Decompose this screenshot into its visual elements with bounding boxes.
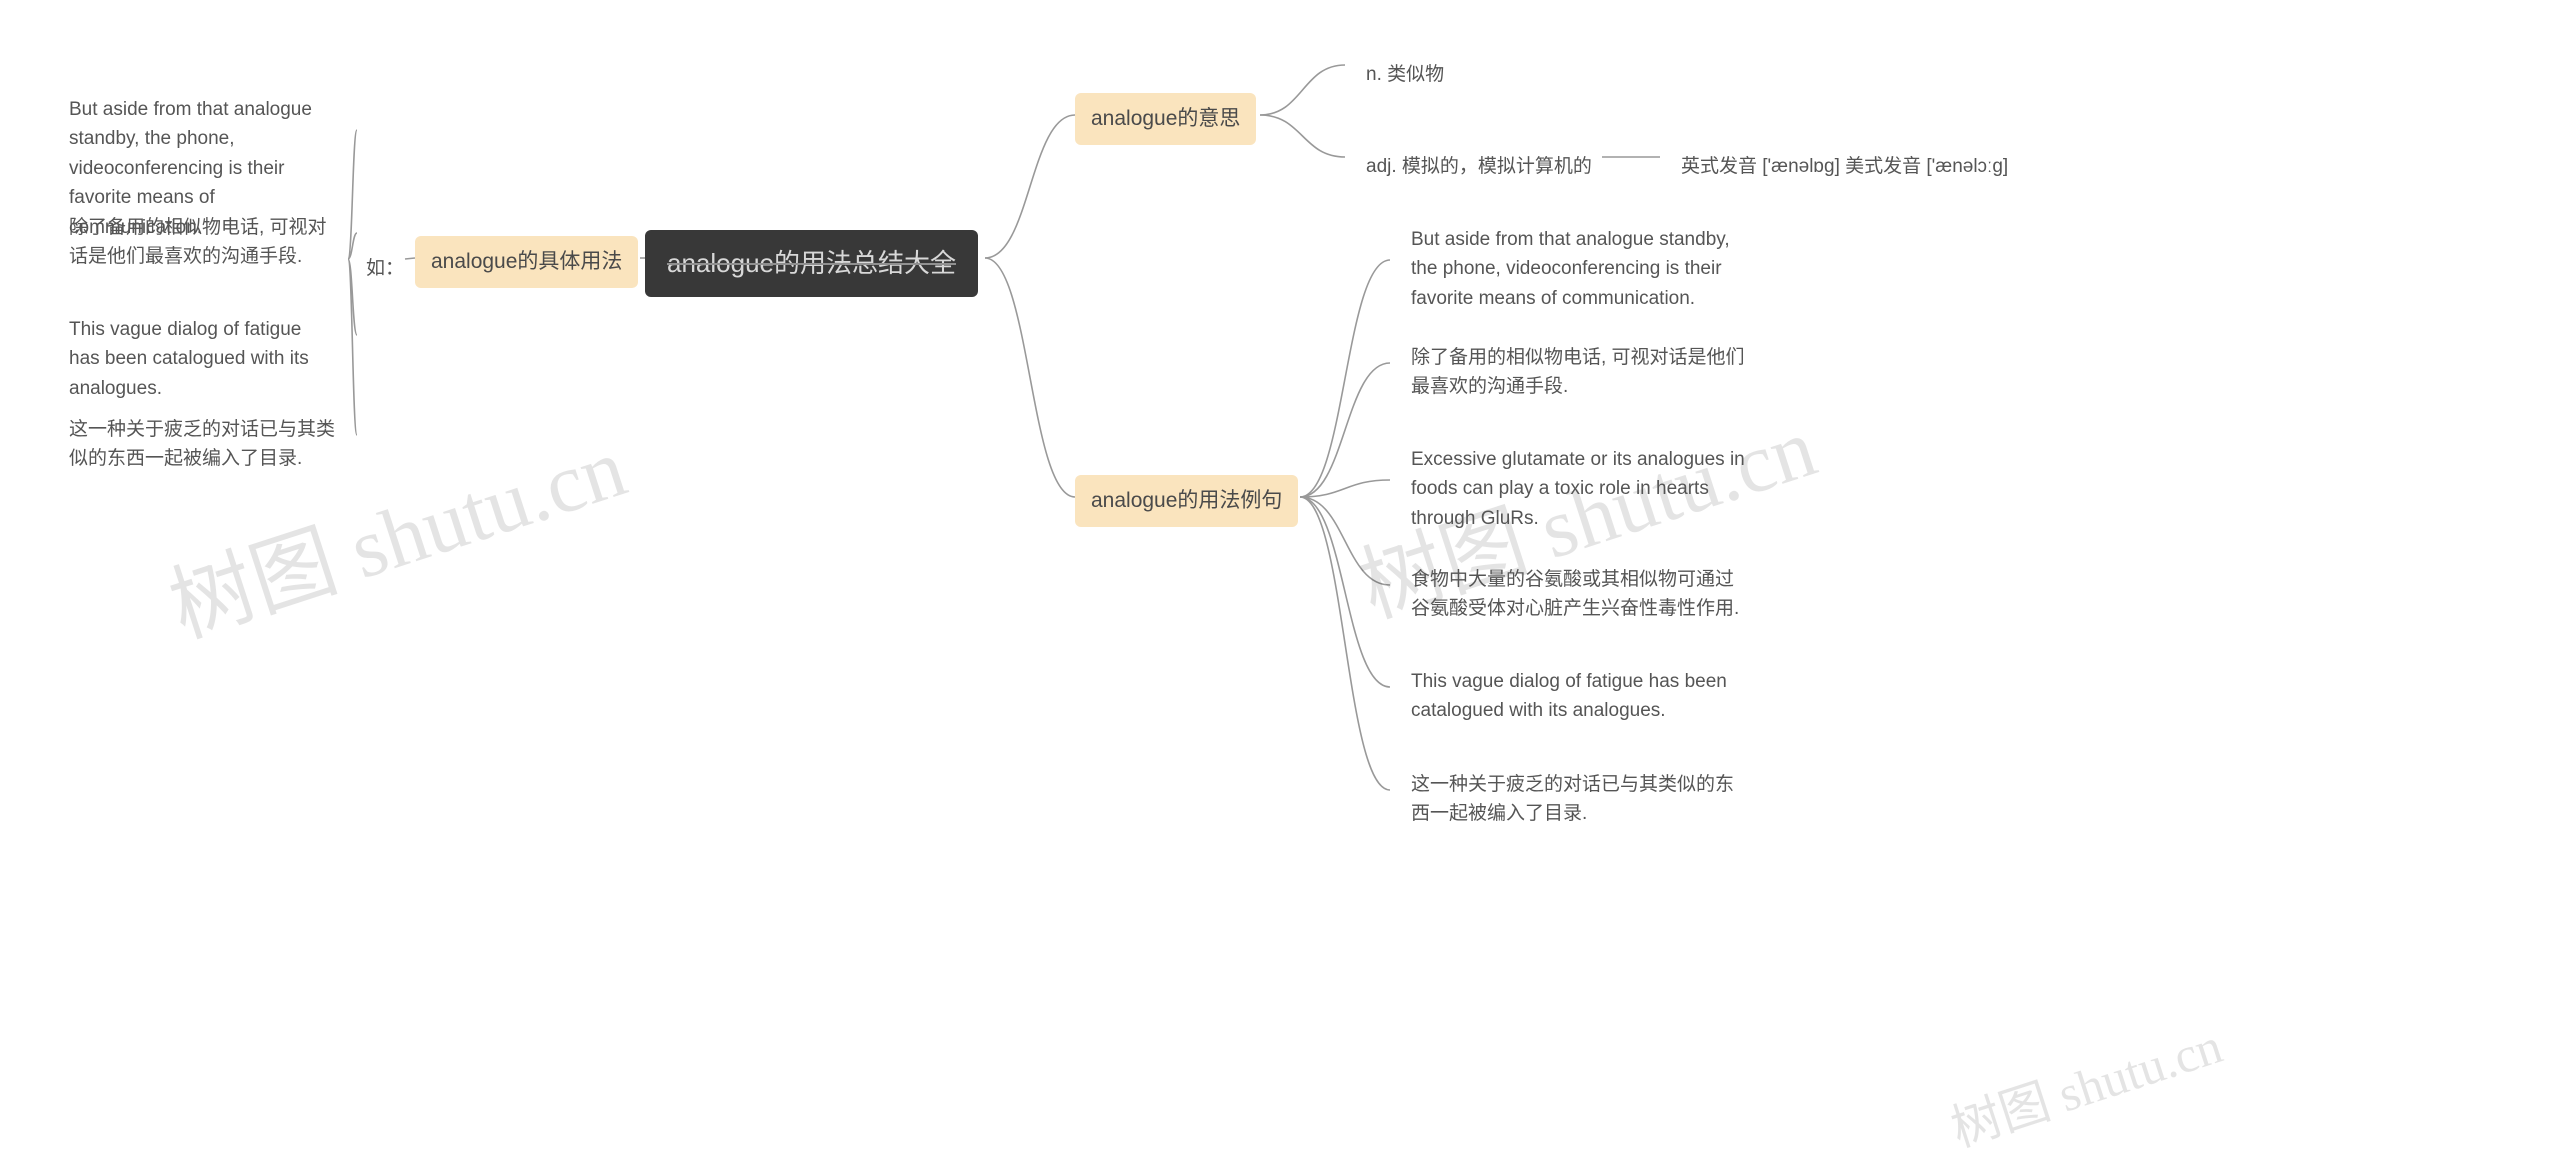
- branch-meaning[interactable]: analogue的意思: [1075, 93, 1256, 145]
- leaf-ex5[interactable]: This vague dialog of fatigue has been ca…: [1395, 657, 1765, 736]
- leaf-u4[interactable]: 这一种关于疲乏的对话已与其类似的东西一起被编入了目录.: [53, 405, 353, 484]
- branch-examples[interactable]: analogue的用法例句: [1075, 475, 1298, 527]
- leaf-ex2[interactable]: 除了备用的相似物电话, 可视对话是他们最喜欢的沟通手段.: [1395, 333, 1765, 412]
- leaf-ex3[interactable]: Excessive glutamate or its analogues in …: [1395, 435, 1765, 543]
- leaf-meaning-adj[interactable]: adj. 模拟的，模拟计算机的: [1350, 142, 1608, 191]
- leaf-ex1[interactable]: But aside from that analogue standby, th…: [1395, 215, 1765, 323]
- leaf-ex6[interactable]: 这一种关于疲乏的对话已与其类似的东西一起被编入了目录.: [1395, 760, 1765, 839]
- branch-usage[interactable]: analogue的具体用法: [415, 236, 638, 288]
- leaf-meaning-noun[interactable]: n. 类似物: [1350, 50, 1460, 99]
- leaf-ex4[interactable]: 食物中大量的谷氨酸或其相似物可通过谷氨酸受体对心脏产生兴奋性毒性作用.: [1395, 555, 1765, 634]
- watermark: 树图 shutu.cn: [1941, 1006, 2230, 1161]
- leaf-meaning-pron[interactable]: 英式发音 ['ænəlɒg] 美式发音 ['ænəlɔːg]: [1665, 142, 2024, 191]
- leaf-u2[interactable]: 除了备用的相似物电话, 可视对话是他们最喜欢的沟通手段.: [53, 203, 353, 282]
- connector-layer: [0, 0, 2560, 1103]
- root-node[interactable]: analogue的用法总结大全: [645, 230, 978, 297]
- leaf-u3[interactable]: This vague dialog of fatigue has been ca…: [53, 305, 353, 413]
- leaf-usage-eg[interactable]: 如：: [350, 244, 420, 293]
